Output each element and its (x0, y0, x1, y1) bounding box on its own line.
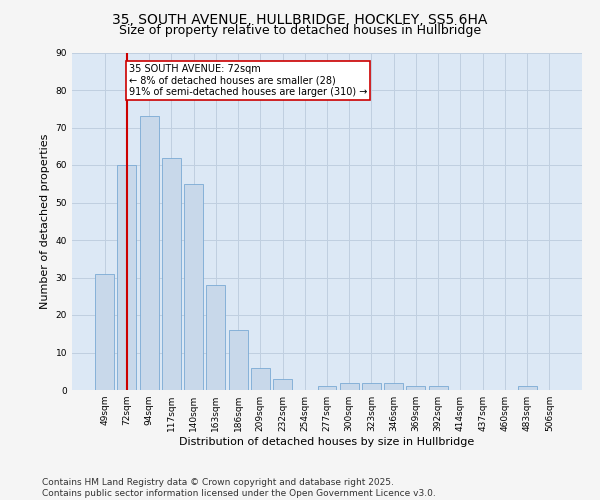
Bar (140, 116, 158, 390)
Bar (162, 158, 181, 390)
Bar (118, 165, 136, 390)
Bar (273, 379, 292, 390)
Bar (251, 368, 270, 390)
Bar (362, 382, 381, 390)
Bar (406, 386, 425, 390)
Bar (340, 382, 359, 390)
Text: 35 SOUTH AVENUE: 72sqm
← 8% of detached houses are smaller (28)
91% of semi-deta: 35 SOUTH AVENUE: 72sqm ← 8% of detached … (129, 64, 367, 97)
Bar (518, 386, 536, 390)
Y-axis label: Number of detached properties: Number of detached properties (40, 134, 50, 309)
Text: 35, SOUTH AVENUE, HULLBRIDGE, HOCKLEY, SS5 6HA: 35, SOUTH AVENUE, HULLBRIDGE, HOCKLEY, S… (112, 12, 488, 26)
Bar (206, 285, 225, 390)
Bar (384, 382, 403, 390)
Bar (184, 184, 203, 390)
Bar (317, 386, 337, 390)
X-axis label: Distribution of detached houses by size in Hullbridge: Distribution of detached houses by size … (179, 437, 475, 447)
Bar (429, 386, 448, 390)
Text: Contains HM Land Registry data © Crown copyright and database right 2025.
Contai: Contains HM Land Registry data © Crown c… (42, 478, 436, 498)
Bar (95, 274, 114, 390)
Text: Size of property relative to detached houses in Hullbridge: Size of property relative to detached ho… (119, 24, 481, 37)
Bar (229, 330, 248, 390)
